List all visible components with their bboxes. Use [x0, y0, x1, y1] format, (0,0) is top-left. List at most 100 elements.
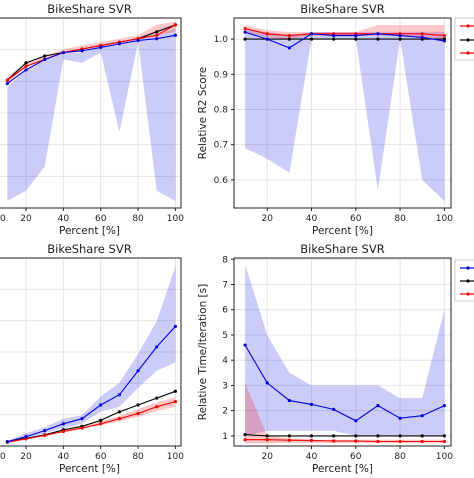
- confidence-band-1: [245, 264, 445, 436]
- data-point: [5, 82, 9, 86]
- series-line-2: [244, 28, 445, 37]
- legend-marker: [466, 279, 470, 283]
- data-point: [332, 33, 336, 38]
- data-point: [287, 434, 291, 438]
- legend-marker: [466, 266, 470, 270]
- data-point: [43, 57, 47, 62]
- series-line-3: [7, 326, 176, 443]
- data-point: [398, 439, 402, 444]
- data-point: [43, 429, 47, 433]
- series-line-3: [244, 31, 445, 49]
- data-point: [309, 434, 314, 438]
- data-point: [442, 33, 446, 38]
- legend-marker: [466, 24, 470, 28]
- data-point: [265, 32, 269, 36]
- y-tick-label: 4: [222, 356, 228, 366]
- data-point: [43, 433, 47, 438]
- data-point: [442, 39, 446, 43]
- plot-area: [234, 258, 451, 446]
- data-point: [173, 33, 177, 37]
- data-point: [99, 45, 103, 49]
- confidence-band-1: [7, 266, 176, 444]
- legend-box: [454, 17, 474, 61]
- data-point: [354, 419, 358, 423]
- data-point: [136, 403, 140, 407]
- series-line-1: [245, 434, 445, 437]
- x-axis-label: Percent [%]: [59, 225, 120, 237]
- data-point: [420, 35, 424, 39]
- y-tick-label: 1.0: [214, 35, 229, 45]
- data-point: [442, 439, 446, 444]
- data-point: [354, 439, 358, 443]
- x-tick-label-cropped: 0: [0, 452, 6, 462]
- data-point: [354, 33, 358, 38]
- data-point: [136, 411, 140, 416]
- axes-frame: [0, 17, 182, 209]
- data-point: [398, 37, 402, 41]
- data-point: [442, 404, 446, 408]
- y-tick-label: 5: [222, 331, 228, 341]
- data-point: [332, 439, 336, 443]
- x-tick-label: 80: [394, 452, 406, 462]
- data-point: [376, 37, 380, 41]
- x-tick-label: 80: [132, 452, 144, 462]
- data-point: [287, 37, 291, 41]
- y-tick-label: 0.6: [214, 176, 229, 186]
- data-point: [155, 37, 159, 41]
- x-tick-label: 100: [167, 452, 184, 462]
- data-point: [420, 439, 424, 444]
- y-tick-label: 7: [222, 280, 228, 290]
- chart-panel-3: 20 40 60 80 100 0 BikeShare SVR Percent [%]: [0, 242, 184, 475]
- x-axis-label: Percent [%]: [312, 463, 373, 474]
- x-tick-label: 100: [167, 214, 184, 224]
- legend-marker: [466, 51, 470, 55]
- x-tick-label: 100: [436, 452, 453, 462]
- x-tick-label: 80: [132, 214, 144, 224]
- x-tick-label: 20: [261, 452, 273, 462]
- data-point: [117, 393, 121, 397]
- data-point: [420, 434, 424, 438]
- data-point: [376, 434, 380, 438]
- data-point: [99, 403, 103, 407]
- data-point: [24, 437, 28, 441]
- data-point: [173, 399, 177, 404]
- y-tick-label: 8: [222, 255, 228, 265]
- data-point: [287, 438, 291, 442]
- data-point: [265, 37, 269, 41]
- data-point: [61, 422, 65, 426]
- y-tick-label: 1: [222, 432, 228, 442]
- chart-title: BikeShare SVR: [300, 2, 384, 16]
- y-axis-label: Relative R2 Score: [197, 67, 209, 159]
- data-point: [155, 33, 159, 37]
- data-point: [80, 417, 84, 421]
- x-tick-label: 40: [306, 214, 318, 224]
- data-point: [376, 439, 380, 444]
- data-point: [243, 30, 247, 34]
- data-point: [61, 50, 65, 55]
- data-point: [398, 33, 402, 38]
- legend-marker: [466, 292, 470, 296]
- data-point: [155, 345, 159, 349]
- data-point: [309, 438, 314, 443]
- confidence-band-2: [7, 21, 176, 84]
- data-point: [287, 46, 291, 50]
- data-point: [173, 23, 177, 27]
- x-tick-label: 60: [95, 214, 107, 224]
- data-point: [287, 398, 291, 403]
- x-tick-label: 40: [306, 452, 318, 462]
- data-point: [265, 434, 269, 438]
- data-point: [287, 33, 291, 38]
- data-point: [173, 324, 177, 328]
- x-tick-label: 20: [261, 214, 273, 224]
- data-point: [24, 435, 28, 439]
- data-point: [265, 438, 269, 442]
- axes-frame: [0, 257, 182, 447]
- data-point: [309, 32, 314, 36]
- x-tick-label: 100: [436, 214, 453, 224]
- data-point: [442, 434, 446, 438]
- data-point: [80, 49, 84, 53]
- data-point: [243, 343, 247, 347]
- y-tick-label: 3: [222, 381, 228, 391]
